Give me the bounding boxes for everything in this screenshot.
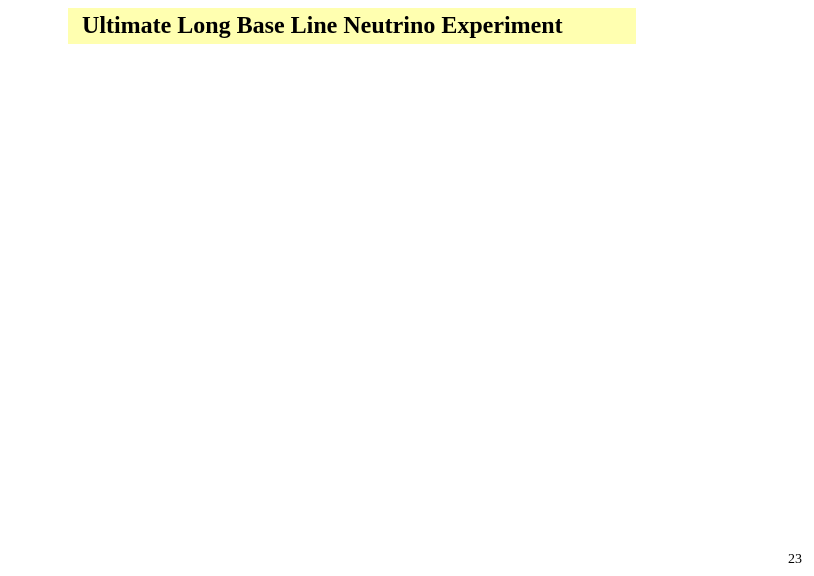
title-box: Ultimate Long Base Line Neutrino Experim…	[68, 8, 636, 44]
page-number: 23	[788, 552, 802, 568]
slide-title: Ultimate Long Base Line Neutrino Experim…	[82, 13, 563, 40]
